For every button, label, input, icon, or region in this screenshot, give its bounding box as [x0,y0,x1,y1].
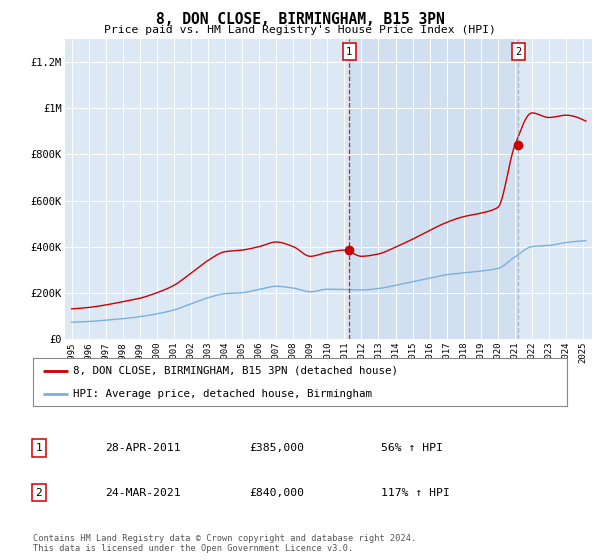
Bar [349,39,518,339]
Text: Price paid vs. HM Land Registry's House Price Index (HPI): Price paid vs. HM Land Registry's House … [104,25,496,35]
Text: £385,000: £385,000 [249,443,304,453]
Text: 56% ↑ HPI: 56% ↑ HPI [381,443,443,453]
Text: 8, DON CLOSE, BIRMINGHAM, B15 3PN: 8, DON CLOSE, BIRMINGHAM, B15 3PN [155,12,445,27]
Text: 8, DON CLOSE, BIRMINGHAM, B15 3PN (detached house): 8, DON CLOSE, BIRMINGHAM, B15 3PN (detac… [73,366,398,376]
Text: Contains HM Land Registry data © Crown copyright and database right 2024.
This d: Contains HM Land Registry data © Crown c… [33,534,416,553]
Text: 24-MAR-2021: 24-MAR-2021 [105,488,181,498]
Text: 1: 1 [346,46,352,57]
Text: 2: 2 [515,46,521,57]
Text: 117% ↑ HPI: 117% ↑ HPI [381,488,450,498]
Text: HPI: Average price, detached house, Birmingham: HPI: Average price, detached house, Birm… [73,389,372,399]
Text: 1: 1 [35,443,43,453]
Text: £840,000: £840,000 [249,488,304,498]
Text: 28-APR-2011: 28-APR-2011 [105,443,181,453]
Text: 2: 2 [35,488,43,498]
